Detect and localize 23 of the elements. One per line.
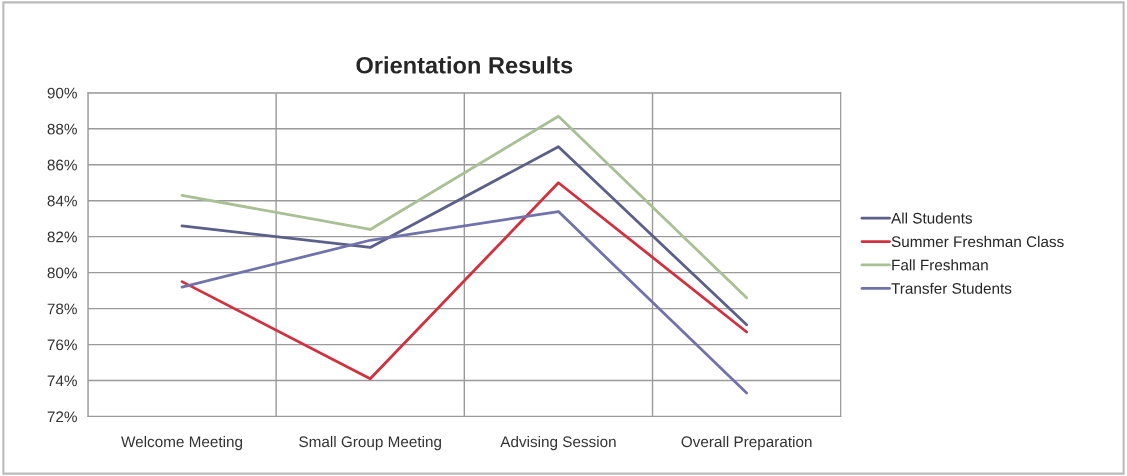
- x-tick-label: Advising Session: [500, 435, 616, 451]
- x-tick-label: Welcome Meeting: [121, 435, 243, 451]
- y-tick-label: 80%: [47, 267, 77, 279]
- y-tick-label: 82%: [47, 231, 77, 243]
- y-tick-label: 74%: [47, 375, 77, 387]
- legend-label: Fall Freshman: [892, 259, 988, 271]
- line-series: [180, 145, 749, 327]
- x-tick-label: Small Group Meeting: [299, 435, 441, 451]
- y-tick-label: 86%: [47, 159, 77, 171]
- legend-label: Summer Freshman Class: [891, 235, 1064, 248]
- line-series: [180, 181, 749, 381]
- x-tick-label: Overall Preparation: [681, 435, 812, 451]
- legend-label: Transfer Students: [891, 282, 1012, 294]
- y-tick-label: 90%: [47, 87, 77, 99]
- y-tick-label: 84%: [47, 195, 77, 207]
- y-tick-label: 72%: [47, 411, 77, 423]
- line-series: [180, 210, 749, 395]
- y-tick-label: 88%: [47, 123, 77, 135]
- line-series: [180, 114, 749, 300]
- y-tick-label: 78%: [47, 303, 77, 315]
- chart-title: Orientation Results: [356, 56, 573, 74]
- legend-label: All Students: [891, 212, 973, 224]
- y-tick-label: 76%: [47, 339, 77, 351]
